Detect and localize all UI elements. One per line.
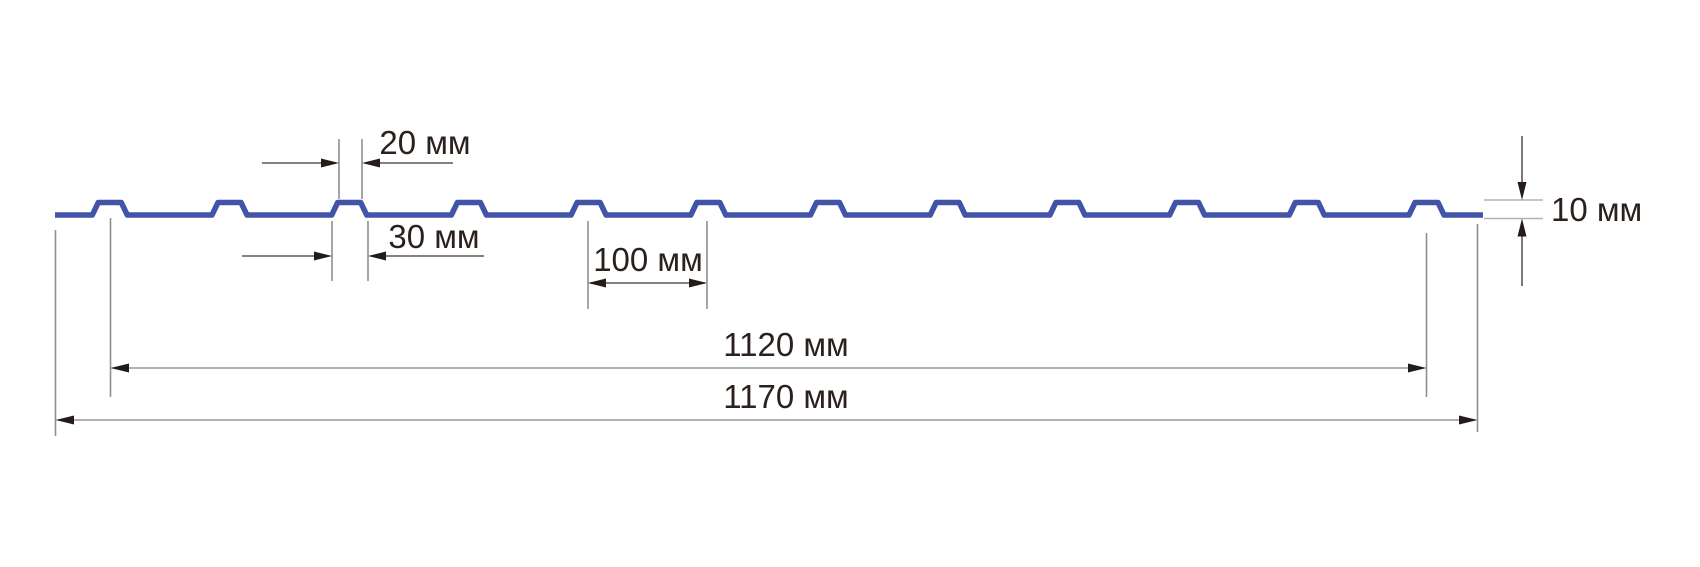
dim-label-rib-top-width: 20 мм xyxy=(379,124,470,161)
arrowhead-left-icon xyxy=(55,415,74,425)
arrowhead-right-icon xyxy=(689,278,707,288)
arrowhead-left-icon xyxy=(368,251,386,261)
dim-rib-pitch: 100 мм xyxy=(587,221,708,309)
arrowhead-left-icon xyxy=(110,363,129,373)
arrowhead-down-icon xyxy=(1517,182,1527,200)
sheet-profile-line xyxy=(55,199,1483,218)
arrowhead-right-icon xyxy=(321,158,339,168)
arrowhead-right-icon xyxy=(314,251,332,261)
arrowhead-right-icon xyxy=(1408,363,1427,373)
dim-rib-top-width: 20 мм xyxy=(262,124,471,199)
dim-label-rib-base-width: 30 мм xyxy=(388,218,479,255)
dim-label-profile-height: 10 мм xyxy=(1551,191,1642,228)
dim-label-rib-pitch: 100 мм xyxy=(593,241,703,278)
arrowhead-left-icon xyxy=(362,158,380,168)
arrowhead-left-icon xyxy=(588,278,606,288)
arrowhead-up-icon xyxy=(1517,218,1527,237)
dim-rib-base-width: 30 мм xyxy=(242,218,484,281)
dim-profile-height: 10 мм xyxy=(1484,136,1642,286)
dim-cover-width: 1120 мм xyxy=(109,218,1428,397)
dim-label-overall-width: 1170 мм xyxy=(723,378,849,415)
arrowhead-right-icon xyxy=(1459,415,1478,425)
dim-overall-width: 1170 мм xyxy=(54,224,1479,436)
dim-label-cover-width: 1120 мм xyxy=(723,326,849,363)
